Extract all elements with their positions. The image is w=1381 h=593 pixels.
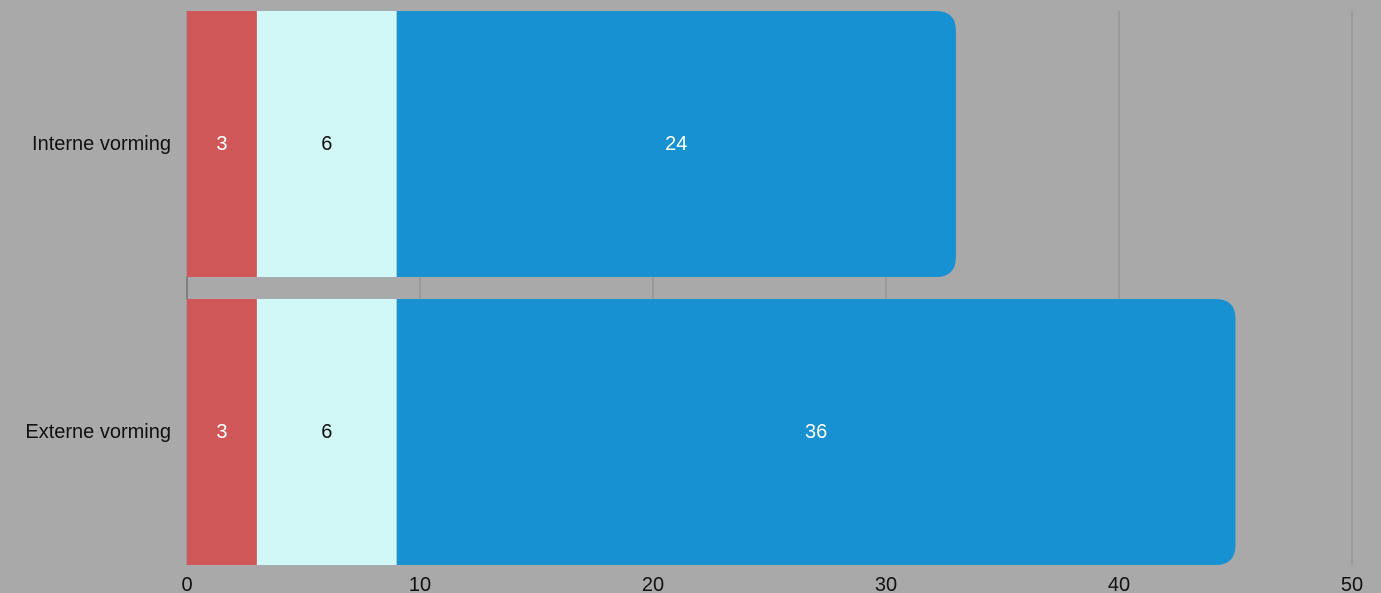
category-label: Externe vorming [25, 421, 171, 443]
x-tick-label: 0 [181, 574, 192, 593]
bar-segment [256, 299, 397, 565]
x-tick-labels: 0 10 20 30 40 50 [181, 574, 1363, 593]
bar-segment [256, 11, 397, 277]
bar-segment [396, 299, 1236, 565]
bar-segment [187, 299, 257, 565]
x-tick-label: 30 [875, 574, 897, 593]
bar-value-label: 3 [216, 421, 227, 443]
bar-value-label: 6 [321, 421, 332, 443]
bars [187, 11, 1236, 565]
data-labels: 3 6 243 6 36 [216, 133, 827, 443]
bar-segment [187, 11, 257, 277]
bar-segment [396, 11, 956, 277]
x-tick-label: 20 [642, 574, 664, 593]
bar-value-label: 24 [665, 133, 687, 155]
x-tick-label: 10 [409, 574, 431, 593]
bar-value-label: 3 [216, 133, 227, 155]
category-labels: Interne vorming Externe vorming [25, 133, 171, 443]
x-tick-label: 40 [1108, 574, 1130, 593]
category-label: Interne vorming [32, 133, 171, 155]
bar-value-label: 36 [805, 421, 827, 443]
x-tick-label: 50 [1341, 574, 1363, 593]
bar-value-label: 6 [321, 133, 332, 155]
